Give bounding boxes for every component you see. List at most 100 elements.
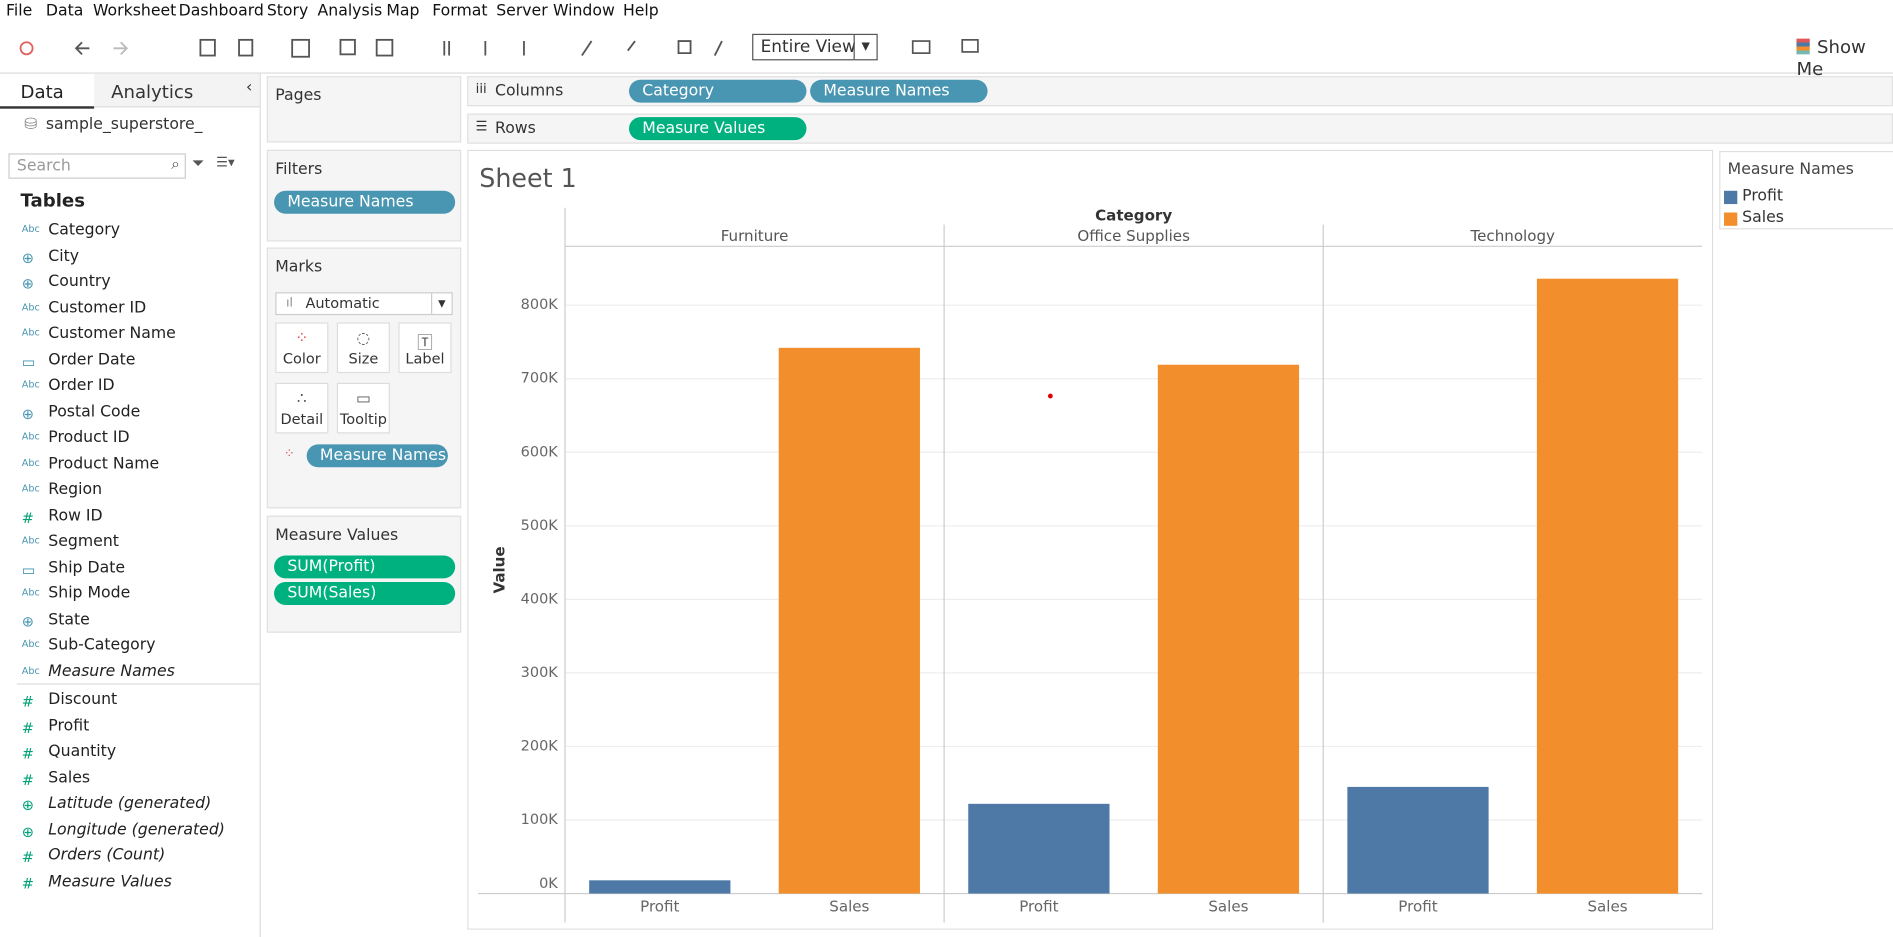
- shelf-label: Rows: [494, 119, 536, 138]
- marks-button[interactable]: ∴ Detail: [275, 382, 329, 434]
- marks-button[interactable]: ⁘ Color: [275, 322, 329, 374]
- field-name[interactable]: Measure Names: [48, 662, 175, 681]
- field-icon: Abc: [21, 301, 40, 313]
- menu-item[interactable]: Analysis: [317, 2, 383, 21]
- toolbar-icons-2: [911, 39, 979, 54]
- menu-item[interactable]: Map: [386, 2, 420, 21]
- field-name[interactable]: Row ID: [48, 506, 103, 525]
- bar: [968, 803, 1110, 894]
- field-name[interactable]: Category: [48, 220, 120, 240]
- mark-type-dropdown[interactable]: Automatic ıl ▼: [275, 292, 453, 316]
- menu-item[interactable]: Help: [622, 2, 659, 21]
- marks-button[interactable]: ◌ Size: [336, 322, 390, 374]
- field-icon: ⊕: [21, 822, 34, 840]
- column-header-title: Category: [1095, 207, 1172, 225]
- column-pill[interactable]: Category: [629, 79, 807, 103]
- y-tick-label: 800K: [521, 297, 559, 313]
- menu-bar: File Data Worksheet Dashboard Story Analysis M…: [0, 0, 1893, 24]
- y-tick-label: 600K: [521, 444, 559, 460]
- data-tab[interactable]: Data: [0, 74, 95, 109]
- y-tick-label: 200K: [521, 738, 559, 754]
- card-title: Pages: [275, 86, 322, 106]
- field-icon: ⊕: [21, 796, 34, 814]
- field-name[interactable]: Ship Mode: [48, 584, 131, 603]
- field-name[interactable]: Product Name: [48, 454, 160, 473]
- field-name[interactable]: Profit: [48, 716, 90, 735]
- marks-button-icon: 🅃: [417, 334, 433, 353]
- field-name[interactable]: Segment: [48, 532, 119, 551]
- legend-label: Profit: [1742, 187, 1784, 206]
- field-name[interactable]: Order Date: [48, 350, 136, 369]
- field-icon: #: [21, 693, 34, 711]
- cursor-dot: [1047, 393, 1053, 399]
- menu-item[interactable]: Worksheet: [92, 2, 177, 21]
- field-name[interactable]: Region: [48, 480, 103, 499]
- field-name[interactable]: Measure Values: [48, 872, 172, 891]
- column-pill[interactable]: Measure Names: [810, 79, 988, 103]
- field-name[interactable]: Quantity: [48, 742, 117, 761]
- card-title: Filters: [275, 160, 323, 179]
- marks-button[interactable]: ▭ Tooltip: [336, 382, 390, 434]
- field-name[interactable]: Longitude (generated): [48, 820, 225, 839]
- x-tick-label: Profit: [640, 897, 679, 915]
- y-tick-label: 500K: [521, 518, 559, 534]
- field-name[interactable]: Orders (Count): [48, 846, 166, 865]
- field-name[interactable]: Sales: [48, 768, 91, 787]
- field-name[interactable]: Product ID: [48, 428, 130, 447]
- field-name[interactable]: Customer Name: [48, 324, 176, 343]
- marks-card: Marks Automatic ıl ▼ ⁘ Measure Names ⁘ Colo…: [266, 247, 462, 509]
- datasource-name[interactable]: sample_superstore_: [45, 115, 203, 135]
- show-me[interactable]: Show Me: [1796, 36, 1893, 80]
- field-name[interactable]: Sub-Category: [48, 636, 156, 655]
- menu-item[interactable]: Dashboard: [178, 2, 264, 21]
- field-name[interactable]: Discount: [48, 690, 118, 709]
- color-dots: ⁘: [283, 445, 295, 462]
- analytics-tab[interactable]: Analytics ‹: [94, 73, 260, 108]
- filter-pill[interactable]: Measure Names: [274, 190, 456, 214]
- bar: [778, 347, 920, 894]
- pages-card: Pages: [266, 76, 462, 143]
- row-pill[interactable]: Measure Values: [629, 117, 807, 141]
- filter-icon[interactable]: ⏷: [191, 154, 205, 173]
- y-tick-label: 100K: [521, 812, 559, 828]
- category-header: Furniture: [721, 227, 789, 245]
- field-name[interactable]: Ship Date: [48, 558, 126, 577]
- menu-item[interactable]: Window: [552, 2, 615, 21]
- view-icon[interactable]: ☰▾: [216, 154, 235, 171]
- menu-item[interactable]: File: [6, 2, 33, 21]
- menu-item[interactable]: Server: [496, 2, 548, 21]
- y-tick-label: 0K: [539, 876, 558, 892]
- bar: [1347, 786, 1489, 894]
- menu-item[interactable]: Story: [266, 2, 309, 21]
- field-name[interactable]: Latitude (generated): [48, 794, 212, 813]
- menu-item[interactable]: Format: [432, 2, 488, 21]
- marks-button-label: Tooltip: [339, 410, 387, 428]
- category-header: Office Supplies: [1077, 227, 1190, 245]
- marks-button-icon: ▭: [355, 390, 371, 409]
- field-name[interactable]: City: [48, 246, 80, 266]
- field-icon: ⊕: [21, 275, 34, 293]
- field-icon: Abc: [21, 431, 40, 442]
- field-name[interactable]: Order ID: [48, 376, 115, 395]
- field-name[interactable]: Country: [48, 272, 111, 292]
- shelf-label: Columns: [494, 82, 564, 101]
- field-icon: ⊕: [21, 612, 34, 630]
- marks-button-label: Color: [282, 350, 321, 368]
- view-dropdown[interactable]: Entire View ▼: [752, 33, 878, 61]
- legend-title: Measure Names: [1727, 160, 1854, 179]
- field-name[interactable]: State: [48, 610, 90, 629]
- measure-pill[interactable]: SUM(Sales): [274, 582, 456, 605]
- field-icon: #: [21, 770, 34, 788]
- search-box[interactable]: Search ⌕: [8, 153, 186, 179]
- marks-pill[interactable]: Measure Names: [306, 444, 448, 468]
- menu-item[interactable]: Data: [45, 2, 84, 21]
- field-name[interactable]: Customer ID: [48, 298, 147, 317]
- field-icon: Abc: [21, 534, 40, 546]
- data-pane: Data Analytics ‹ ⛁ sample_superstore_ Sea…: [0, 73, 261, 937]
- field-name[interactable]: Postal Code: [48, 402, 141, 421]
- marks-button-icon: ⁘: [295, 329, 309, 348]
- marks-button[interactable]: 🅃 Label: [398, 322, 452, 374]
- measure-pill[interactable]: SUM(Profit): [274, 555, 456, 579]
- field-icon: ⊕: [21, 249, 34, 267]
- field-icon: #: [21, 745, 34, 762]
